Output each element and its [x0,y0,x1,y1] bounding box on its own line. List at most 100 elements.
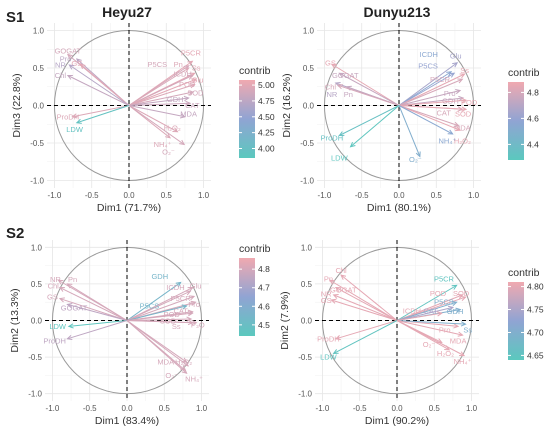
variable-arrow-head [453,323,460,329]
variable-label: Ss [463,326,472,335]
variable-arrow-head [451,300,458,306]
variable-label: Pn [174,60,183,69]
variable-label: P5CR [171,294,192,303]
row-label-s2: S2 [6,225,24,242]
variable-label: SOD [187,88,204,97]
legend-title: contrib [508,267,540,279]
variable-arrow-head [185,100,192,107]
variable-arrow [350,105,400,148]
variable-label: Ss [460,66,469,75]
y-tick-label: -1.0 [298,390,312,399]
contrib-legend: contrib 4.8 4.6 4.4 [508,67,540,160]
variable-label: MDA [454,124,471,133]
variable-label: Ss [172,322,181,331]
variable-label: Pn [324,274,333,283]
variable-arrow [128,105,185,145]
variable-label: SOD [160,317,177,326]
legend-tick-label: 4.6 [258,301,270,311]
x-axis-title: Dim1 (83.4%) [95,415,159,427]
y-tick-label: 0.5 [303,64,315,73]
variable-label: Pro [60,55,72,64]
y-tick-label: -0.5 [28,353,42,362]
variable-arrow [396,320,463,336]
legend-tick-label: 4.8 [258,264,270,274]
variable-arrow-head [334,287,341,292]
variable-label: H₂O₂ [175,358,192,367]
y-tick-label: 1.0 [33,27,45,36]
variable-arrow-head [187,60,194,66]
y-tick-label: 1.0 [301,243,313,252]
legend-tick-label: 4.65 [527,350,544,360]
variable-label: Glu [450,52,462,61]
variable-arrow-head [190,300,197,306]
variable-arrow-head [340,274,347,280]
variable-arrow-head [66,53,73,60]
variable-label: Pn [68,275,77,284]
x-tick-label: 0.5 [431,191,443,200]
variable-label: NH₄⁺ [154,140,172,149]
variable-arrow-head [189,83,196,89]
variable-label: ProDH [317,334,340,343]
variable-arrow [128,105,186,118]
variable-arrow [398,90,461,106]
variable-label: GS [47,293,58,302]
variable-arrow-head [191,78,198,84]
x-tick-label: 0.0 [391,404,403,413]
variable-arrow-head [165,133,171,139]
variable-label: Pro [439,326,451,335]
x-tick-label: 0.0 [123,191,135,200]
legend-colorbar [239,80,255,158]
variable-label: Glu [192,76,204,85]
y-tick-label: -1.0 [30,177,44,186]
x-tick-label: -1.0 [316,404,330,413]
variable-arrow [398,99,467,106]
contrib-legend: contrib 4.80 4.75 4.70 4.65 [508,267,544,360]
variable-label: GS [325,58,336,67]
variable-arrow [69,64,130,106]
variable-arrow-head [349,141,356,148]
y-tick-label: 0.5 [33,64,45,73]
y-tick-label: 0.5 [31,280,43,289]
y-tick-label: -0.5 [30,139,44,148]
variable-label: P5CS [140,301,160,310]
legend-tick-label: 4.75 [527,305,544,315]
x-axis-title: Dim1 (80.1%) [367,202,431,214]
legend-colorbar [508,282,524,360]
variable-arrow-head [67,323,74,329]
pca-panel-4: -1.0 -0.5 0.0 0.5 1.0 -1.0 -0.5 0.0 0.5 1.0 Dim1 (… [279,240,544,427]
x-tick-label: -1.0 [318,191,332,200]
variable-arrow-head [447,305,455,311]
variable-arrow-head [187,74,194,80]
variable-label: H₂O₂ [437,349,454,358]
variable-arrow [398,105,461,131]
legend-tick-label: 4.7 [258,283,270,293]
variable-arrow [396,312,442,321]
variable-arrow [335,287,398,321]
column-title-heyu27: Heyu27 [102,4,152,20]
variable-arrow [126,312,193,321]
variable-arrow [68,320,128,327]
variable-arrow [340,274,398,321]
variable-label: POD [461,98,478,107]
variable-arrow [67,303,128,321]
variable-arrow [67,283,128,321]
x-tick-label: 1.0 [196,404,208,413]
variable-label: H₂O₂ [454,136,471,145]
variable-label: P5CR [181,49,202,58]
legend-tick-label: 4.70 [527,327,544,337]
y-tick-label: -0.5 [300,139,314,148]
variable-arrow-head [336,84,343,90]
variable-arrow [128,97,189,106]
variable-arrow [396,301,457,321]
variable-arrow-head [453,121,460,127]
variable-label: Chl [325,82,337,91]
variable-label: LDW [49,322,67,331]
variable-label: POD [179,80,196,89]
variable-arrow [398,78,463,106]
variable-arrow [67,75,130,106]
variable-arrow [398,105,421,157]
legend-colorbar [239,258,255,336]
